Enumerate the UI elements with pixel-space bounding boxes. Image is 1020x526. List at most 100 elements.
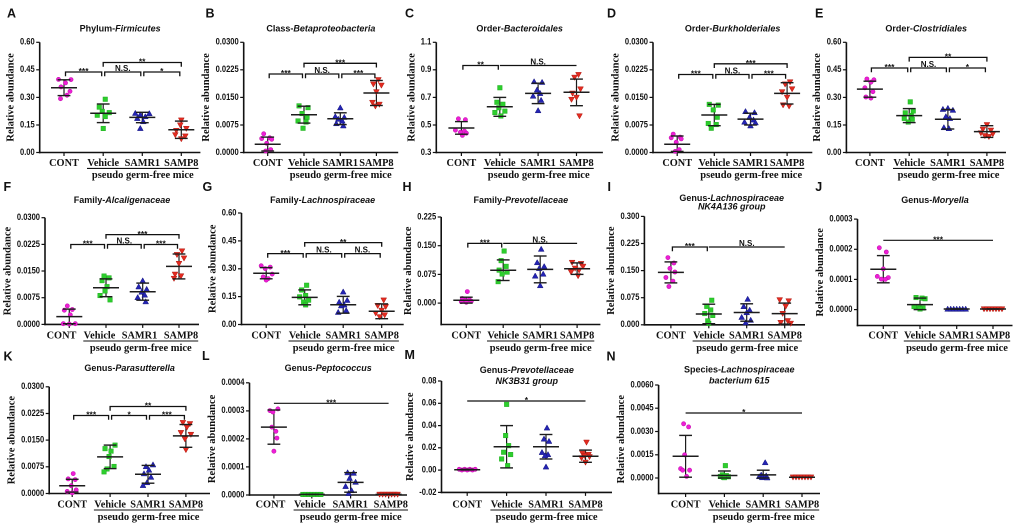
svg-text:0.0000: 0.0000 — [631, 472, 654, 483]
svg-text:pseudo germ-free mice: pseudo germ-free mice — [290, 170, 392, 181]
svg-text:H: H — [403, 180, 412, 194]
svg-text:0.7: 0.7 — [421, 91, 432, 102]
svg-text:0.15: 0.15 — [222, 290, 237, 301]
svg-text:pseudo germ-free mice: pseudo germ-free mice — [906, 343, 1008, 354]
svg-text:Vehicle: Vehicle — [294, 500, 326, 511]
svg-text:N.S.: N.S. — [355, 246, 371, 255]
svg-text:Order-Burkholderiales: Order-Burkholderiales — [685, 23, 781, 33]
svg-text:SAMP8: SAMP8 — [970, 158, 1004, 169]
svg-text:0.08: 0.08 — [422, 375, 437, 386]
svg-text:SAMP8: SAMP8 — [770, 158, 804, 169]
svg-text:CONT: CONT — [256, 500, 286, 511]
svg-text:**: ** — [340, 237, 347, 247]
svg-text:Genus-Peptococcus: Genus-Peptococcus — [285, 363, 372, 373]
svg-text:Relative abundance: Relative abundance — [406, 53, 417, 142]
svg-text:Vehicle: Vehicle — [94, 500, 126, 511]
svg-text:F: F — [4, 180, 12, 194]
svg-text:Family-Lachnospiraceae: Family-Lachnospiraceae — [270, 195, 375, 205]
svg-text:SAMP8: SAMP8 — [785, 500, 819, 511]
svg-text:CONT: CONT — [671, 500, 701, 511]
svg-text:SAMR1: SAMR1 — [130, 500, 165, 511]
svg-text:Vehicle: Vehicle — [289, 331, 321, 342]
svg-text:SAMR1: SAMR1 — [122, 331, 157, 342]
svg-text:Relative abundance: Relative abundance — [6, 53, 17, 142]
svg-text:0.0300: 0.0300 — [625, 36, 648, 47]
svg-text:Relative abundance: Relative abundance — [7, 396, 18, 485]
svg-text:pseudo germ-free mice: pseudo germ-free mice — [98, 512, 200, 523]
svg-text:K: K — [4, 350, 13, 364]
svg-text:Genus-Parasutterella: Genus-Parasutterella — [84, 363, 175, 373]
svg-text:0.225: 0.225 — [621, 237, 640, 248]
svg-text:0.0225: 0.0225 — [625, 64, 648, 75]
svg-text:CONT: CONT — [452, 500, 482, 511]
svg-text:0.0000: 0.0000 — [625, 146, 648, 157]
svg-text:Vehicle: Vehicle — [491, 500, 523, 511]
svg-text:0.0001: 0.0001 — [829, 273, 852, 284]
svg-text:0.3: 0.3 — [421, 146, 432, 157]
svg-text:***: *** — [138, 229, 149, 239]
svg-text:Relative abundance: Relative abundance — [815, 228, 826, 317]
svg-text:NK4A136 group: NK4A136 group — [698, 202, 766, 212]
svg-text:0.30: 0.30 — [827, 91, 842, 102]
svg-text:Relative abundance: Relative abundance — [616, 395, 627, 484]
svg-text:**: ** — [945, 52, 952, 62]
svg-text:**: ** — [145, 401, 152, 411]
svg-text:pseudo germ-free mice: pseudo germ-free mice — [713, 512, 815, 523]
svg-text:pseudo germ-free mice: pseudo germ-free mice — [496, 512, 598, 523]
svg-text:SAMP8: SAMP8 — [559, 158, 593, 169]
svg-text:pseudo germ-free mice: pseudo germ-free mice — [90, 343, 192, 354]
svg-text:C: C — [405, 7, 414, 21]
svg-text:SAMR1: SAMR1 — [930, 158, 965, 169]
svg-text:E: E — [815, 7, 823, 21]
svg-text:0.225: 0.225 — [417, 211, 436, 222]
svg-text:Family-Prevotellaceae: Family-Prevotellaceae — [474, 195, 569, 205]
svg-text:0.30: 0.30 — [20, 91, 35, 102]
svg-text:SAMR1: SAMR1 — [528, 500, 563, 511]
svg-text:0.00: 0.00 — [20, 146, 35, 157]
svg-text:0.0002: 0.0002 — [221, 433, 244, 444]
svg-text:0.300: 0.300 — [621, 210, 640, 221]
svg-text:N.S.: N.S. — [314, 66, 330, 75]
svg-text:0.0000: 0.0000 — [21, 487, 44, 498]
svg-text:*: * — [127, 410, 131, 420]
svg-text:***: *** — [281, 68, 292, 78]
svg-text:SAMR1: SAMR1 — [745, 500, 780, 511]
svg-text:0.60: 0.60 — [222, 207, 237, 218]
svg-text:0.0225: 0.0225 — [21, 407, 44, 418]
svg-text:*: * — [966, 62, 970, 72]
svg-text:Relative abundance: Relative abundance — [610, 53, 621, 142]
svg-text:pseudo germ-free mice: pseudo germ-free mice — [696, 343, 798, 354]
svg-text:0.000: 0.000 — [417, 297, 436, 308]
svg-text:**: ** — [477, 60, 484, 70]
svg-text:I: I — [608, 180, 611, 194]
svg-text:N.S.: N.S. — [316, 246, 332, 255]
svg-text:pseudo germ-free mice: pseudo germ-free mice — [490, 343, 592, 354]
svg-text:SAMR1: SAMR1 — [520, 158, 555, 169]
svg-text:N.S.: N.S. — [117, 237, 133, 246]
svg-text:Vehicle: Vehicle — [693, 331, 725, 342]
svg-text:SAMR1: SAMR1 — [939, 331, 974, 342]
svg-text:0.0002: 0.0002 — [829, 243, 852, 254]
svg-text:pseudo germ-free mice: pseudo germ-free mice — [92, 170, 194, 181]
svg-text:N.S.: N.S. — [530, 58, 546, 67]
svg-text:SAMP8: SAMP8 — [976, 331, 1010, 342]
svg-text:SAMR1: SAMR1 — [733, 158, 768, 169]
svg-text:Genus-Moryella: Genus-Moryella — [901, 195, 969, 205]
svg-text:N.S.: N.S. — [115, 64, 131, 73]
svg-text:0.0150: 0.0150 — [625, 91, 648, 102]
svg-text:SAMP8: SAMP8 — [359, 158, 393, 169]
svg-text:0.0300: 0.0300 — [21, 381, 44, 392]
svg-text:pseudo germ-free mice: pseudo germ-free mice — [700, 170, 802, 181]
svg-text:Genus-Prevotellaceae: Genus-Prevotellaceae — [480, 365, 574, 375]
svg-text:**: ** — [139, 57, 146, 67]
svg-text:***: *** — [335, 58, 346, 68]
svg-text:0.00: 0.00 — [827, 146, 842, 157]
svg-text:0.0150: 0.0150 — [216, 91, 239, 102]
svg-text:0.60: 0.60 — [827, 36, 842, 47]
svg-text:*: * — [160, 66, 164, 76]
svg-text:Vehicle: Vehicle — [487, 331, 519, 342]
svg-text:Phylum-Firmicutes: Phylum-Firmicutes — [80, 23, 161, 33]
svg-text:Class-Betaproteobacteria: Class-Betaproteobacteria — [266, 23, 375, 33]
svg-text:***: *** — [83, 239, 94, 249]
svg-text:1.1: 1.1 — [421, 36, 432, 47]
